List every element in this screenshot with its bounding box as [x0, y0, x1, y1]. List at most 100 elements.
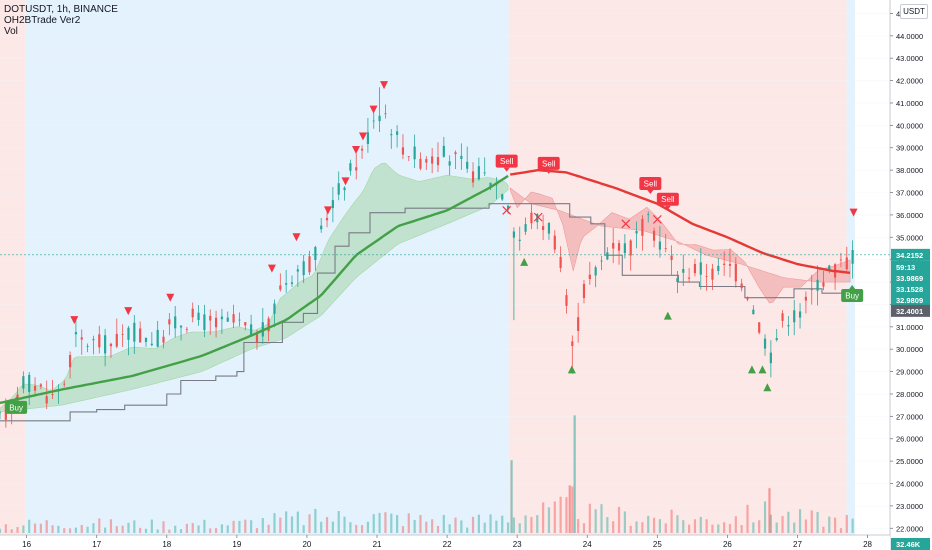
candle-body — [302, 261, 305, 276]
price-tick-label: 29.0000 — [896, 368, 923, 377]
volume-bar — [577, 519, 580, 533]
volume-bar — [104, 527, 107, 533]
volume-bar — [0, 528, 2, 533]
candle-body — [121, 333, 124, 335]
volume-bar — [483, 522, 486, 533]
candle-body — [226, 317, 229, 322]
volume-bar — [664, 523, 667, 533]
sell-triangle-icon — [292, 233, 301, 242]
volume-bar — [740, 525, 743, 533]
signal-label-text: Buy — [845, 291, 859, 300]
time-axis[interactable]: 16 17 18 19 20 21 22 23 24 25 26 27 28 — [0, 534, 890, 550]
candle-body — [816, 279, 819, 291]
volume-bar — [804, 519, 808, 533]
candle-body — [542, 226, 545, 231]
candle-body — [390, 134, 393, 136]
trend-zone-down — [0, 0, 26, 535]
volume-bar — [80, 525, 83, 533]
candle-body — [384, 113, 387, 115]
buy-triangle-icon — [747, 365, 756, 374]
candle-body — [629, 240, 632, 256]
candle-body — [296, 269, 299, 272]
volume-bar — [250, 520, 253, 533]
volume-tag: 32.46K — [891, 538, 930, 550]
cloud-area — [509, 187, 851, 304]
candle-body — [0, 412, 2, 414]
volume-bar — [768, 488, 771, 533]
currency-button[interactable]: USDT — [900, 4, 928, 19]
volume-bar — [325, 517, 329, 533]
candle-body — [448, 161, 451, 166]
candle-body — [717, 265, 720, 272]
volume-bar — [372, 514, 375, 533]
time-axis-background — [0, 535, 890, 550]
time-tick-label: 25 — [653, 540, 662, 549]
signal-label-box — [639, 177, 662, 191]
price-tag-box — [891, 248, 930, 261]
candle-body — [851, 250, 854, 264]
volume-indicator-label[interactable]: Vol — [4, 26, 18, 37]
volume-bar — [296, 511, 299, 533]
candle-body — [664, 248, 667, 249]
symbol-title[interactable]: DOTUSDT, 1h, BINANCE — [4, 4, 118, 15]
volume-bar — [573, 415, 576, 533]
candle-body — [804, 296, 808, 301]
buy-triangle-icon — [520, 257, 529, 266]
sell-signal-label: Sell — [656, 192, 679, 210]
volume-bar — [214, 528, 218, 533]
last-price-tag: 34.2152 — [891, 248, 930, 261]
price-tick-label: 28.0000 — [896, 390, 923, 399]
volume-bar — [121, 525, 124, 533]
candle-body — [688, 277, 691, 279]
volume-bar — [542, 502, 545, 533]
indicator-label[interactable]: OH2BTrade Ver2 — [4, 15, 81, 26]
sell-triangle-icon — [380, 81, 389, 90]
time-tick-label: 21 — [373, 540, 382, 549]
price-tick-label: 41.0000 — [896, 99, 923, 108]
candle-body — [133, 322, 136, 342]
price-tag-text: 59:13 — [896, 263, 915, 272]
candle-body — [676, 278, 679, 283]
volume-bar — [448, 524, 451, 533]
volume-bar — [355, 524, 358, 533]
candle-body — [565, 295, 568, 306]
volume-bar — [477, 514, 480, 533]
volume-bar — [658, 519, 662, 533]
volume-bar — [641, 522, 644, 533]
signal-label-text: Sell — [500, 157, 514, 166]
price-tag-text: 34.2152 — [896, 251, 923, 260]
volume-bar — [28, 519, 31, 533]
volume-bar — [510, 460, 513, 533]
volume-bar — [454, 517, 457, 533]
candle-body — [483, 172, 486, 174]
volume-bar — [501, 515, 504, 533]
volume-bar — [127, 522, 130, 533]
candle-body — [68, 354, 72, 368]
candle-body — [822, 282, 825, 287]
time-tick-label: 27 — [793, 540, 802, 549]
signal-label-text: Buy — [9, 403, 23, 412]
volume-bar — [308, 514, 311, 533]
sell-triangle-icon — [849, 208, 858, 217]
candle-body — [670, 255, 673, 261]
volume-bar — [226, 525, 229, 533]
time-tick-label: 23 — [513, 540, 522, 549]
signal-label-text: Sell — [661, 195, 675, 204]
signal-label-text: Sell — [542, 159, 556, 168]
candle-body — [769, 352, 772, 364]
price-tag-text: 33.1528 — [896, 285, 923, 294]
volume-bar — [203, 519, 206, 533]
volume-bar — [798, 509, 802, 533]
candle-body — [63, 383, 66, 385]
volume-bar — [705, 519, 708, 533]
volume-bar — [45, 520, 48, 533]
volume-bar — [460, 520, 463, 533]
price-tag-box — [891, 271, 930, 284]
candle-body — [506, 205, 510, 210]
volume-bar — [150, 519, 153, 533]
sell-triangle-icon — [341, 177, 350, 186]
candle-body — [547, 222, 551, 234]
volume-bar — [244, 519, 247, 533]
price-tick-label: 25.0000 — [896, 457, 923, 466]
